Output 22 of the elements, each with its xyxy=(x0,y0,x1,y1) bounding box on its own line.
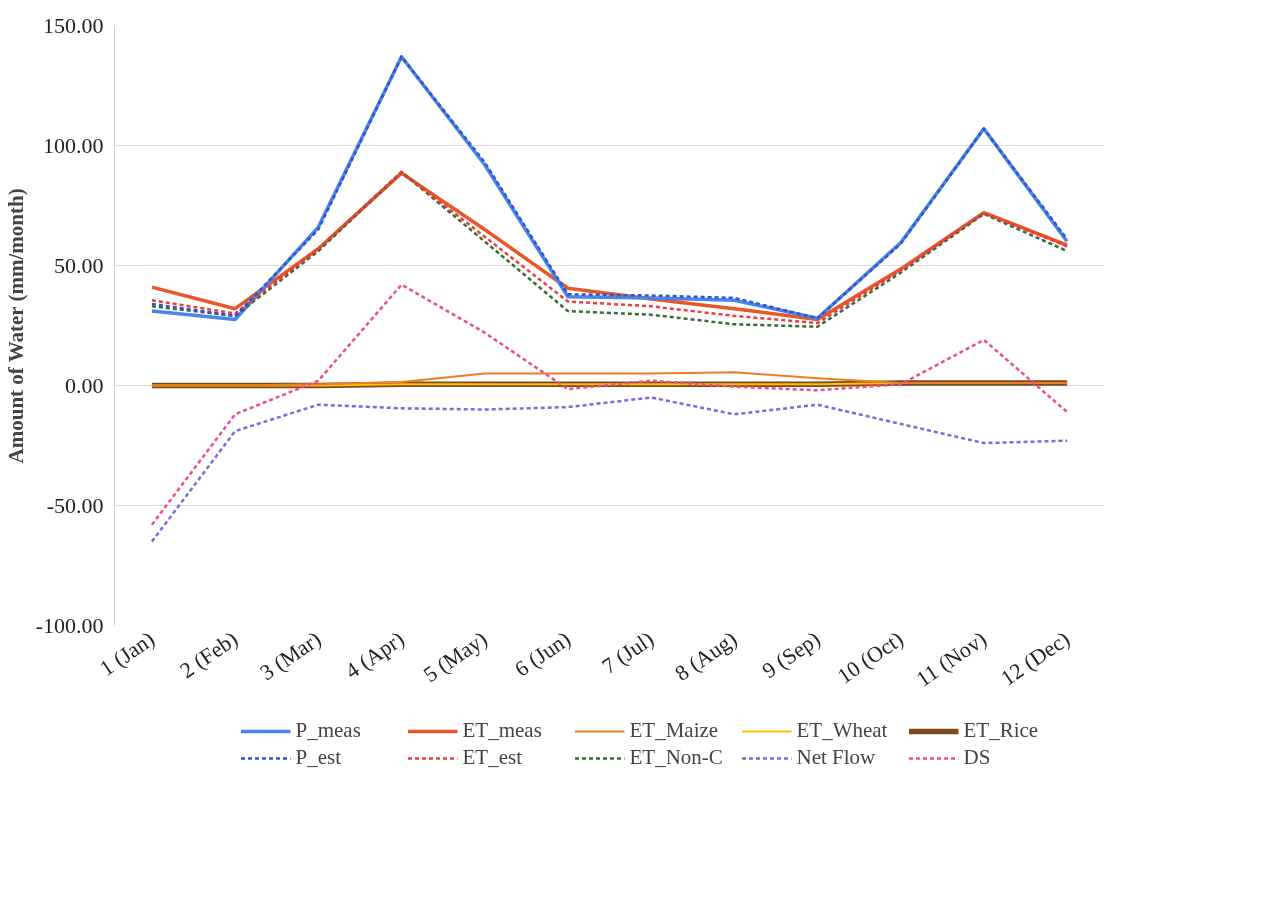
y-tick-label: -100.00 xyxy=(35,612,104,638)
legend-label: ET_Rice xyxy=(963,718,1040,743)
y-tick-label: -50.00 xyxy=(46,492,104,518)
y-axis-title: Amount of Water (mm/month) xyxy=(3,188,28,464)
x-tick-label: 9 (Sep) xyxy=(757,626,825,684)
legend-label: P_est xyxy=(295,745,342,770)
legend-label: ET_meas xyxy=(462,718,543,743)
y-tick-label: 100.00 xyxy=(43,132,104,158)
x-tick-label: 2 (Feb) xyxy=(175,626,243,684)
y-tick-label: 50.00 xyxy=(54,252,104,278)
x-tick-label: 7 (Jul) xyxy=(597,626,659,679)
legend-label: P_meas xyxy=(295,718,362,743)
legend-label: ET_Maize xyxy=(629,718,720,743)
x-tick-label: 6 (Jun) xyxy=(509,626,575,682)
legend-label: ET_est xyxy=(462,745,523,770)
y-tick-label: 150.00 xyxy=(43,12,104,38)
x-tick-label: 10 (Oct) xyxy=(832,626,908,689)
y-tick-label: 0.00 xyxy=(65,372,104,398)
legend-label: ET_Wheat xyxy=(796,718,889,743)
legend-label: ET_Non-C xyxy=(629,745,724,770)
legend-label: DS xyxy=(963,745,992,770)
legend-label: Net Flow xyxy=(796,745,877,770)
